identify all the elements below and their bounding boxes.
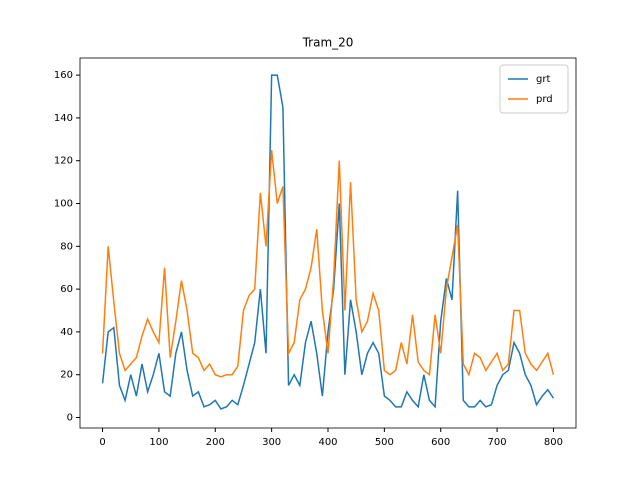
x-tick-label: 100 xyxy=(149,437,168,448)
y-tick-label: 120 xyxy=(54,156,73,167)
y-tick-label: 100 xyxy=(54,199,73,210)
y-tick-label: 80 xyxy=(60,241,73,252)
x-tick-label: 0 xyxy=(99,437,105,448)
line-series xyxy=(101,149,555,378)
x-tick-label: 500 xyxy=(375,437,394,448)
x-tick-label: 200 xyxy=(206,437,225,448)
x-tick-label: 300 xyxy=(262,437,281,448)
y-tick-label: 0 xyxy=(67,413,73,424)
plot-frame xyxy=(79,57,577,429)
x-tick-label: 400 xyxy=(318,437,337,448)
line-series xyxy=(101,74,555,410)
x-tick-label: 800 xyxy=(544,437,563,448)
y-tick-label: 40 xyxy=(60,327,73,338)
legend-label: grt xyxy=(536,74,550,85)
y-tick-label: 20 xyxy=(60,370,73,381)
legend-label: prd xyxy=(536,94,553,105)
chart-title: Tram_20 xyxy=(302,36,354,50)
legend-box xyxy=(499,64,569,114)
y-tick-label: 60 xyxy=(60,284,73,295)
y-tick-label: 140 xyxy=(54,113,73,124)
x-tick-label: 600 xyxy=(431,437,450,448)
y-tick-label: 160 xyxy=(54,70,73,81)
x-tick-label: 700 xyxy=(488,437,507,448)
